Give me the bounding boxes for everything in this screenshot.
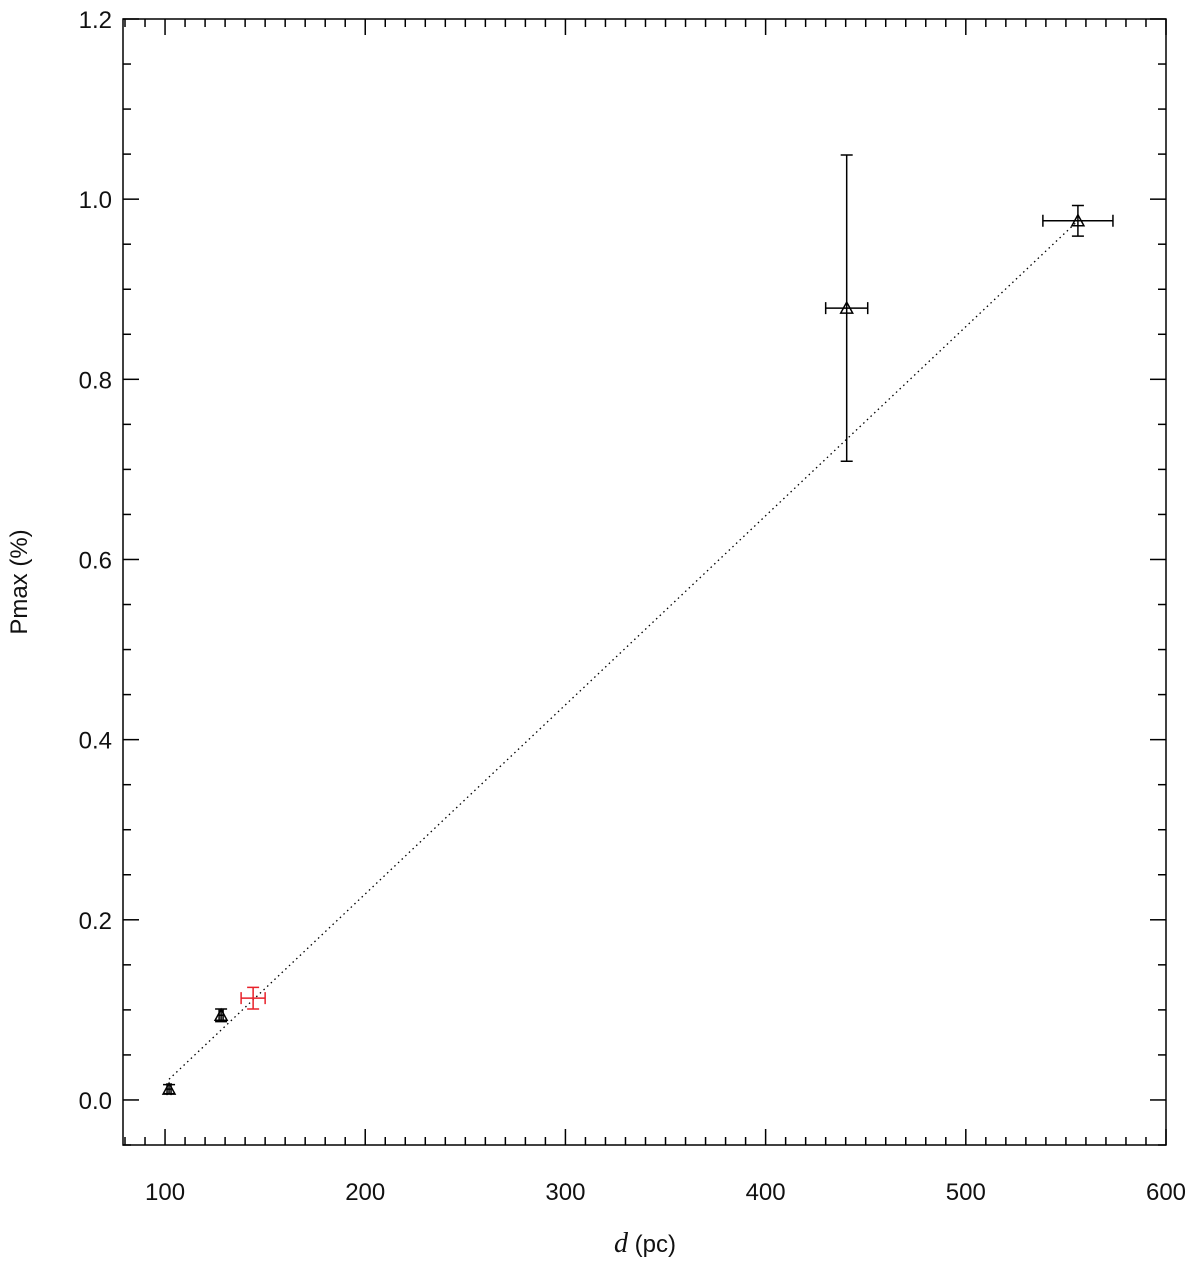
x-error-bar: [218, 1009, 224, 1022]
point: [839, 300, 854, 314]
x-error-bar: [824, 302, 869, 315]
y-tick-label: 0.6: [79, 547, 112, 574]
fit-line: [168, 220, 1079, 1080]
x-error-bar: [166, 1083, 172, 1096]
plot-frame: [122, 18, 1167, 1146]
y-tick-label: 1.2: [79, 7, 112, 34]
x-tick-label: 600: [1146, 1179, 1186, 1206]
point: [161, 1081, 177, 1095]
y-axis-label: Pmax (%): [6, 529, 33, 634]
x-error-bar: [1042, 214, 1114, 227]
x-axis-symbol: d: [614, 1228, 629, 1259]
point: [1070, 213, 1086, 227]
y-tick-label: 1.0: [79, 187, 112, 214]
x-tick-label: 200: [345, 1179, 385, 1206]
x-tick-label: 100: [145, 1179, 185, 1206]
y-tick-label: 0.4: [79, 728, 112, 755]
x-error-bar: [240, 992, 266, 1005]
point: [213, 1007, 229, 1022]
y-tick-label: 0.8: [79, 367, 112, 394]
x-tick-label: 300: [545, 1179, 585, 1206]
y-tick-label: 0.2: [79, 908, 112, 935]
x-axis-unit: (pc): [635, 1231, 676, 1258]
y-tick-label: 0.0: [79, 1088, 112, 1115]
x-tick-label: 500: [946, 1179, 986, 1206]
x-tick-label: 400: [746, 1179, 786, 1206]
x-axis-label: d (pc): [614, 1228, 676, 1259]
